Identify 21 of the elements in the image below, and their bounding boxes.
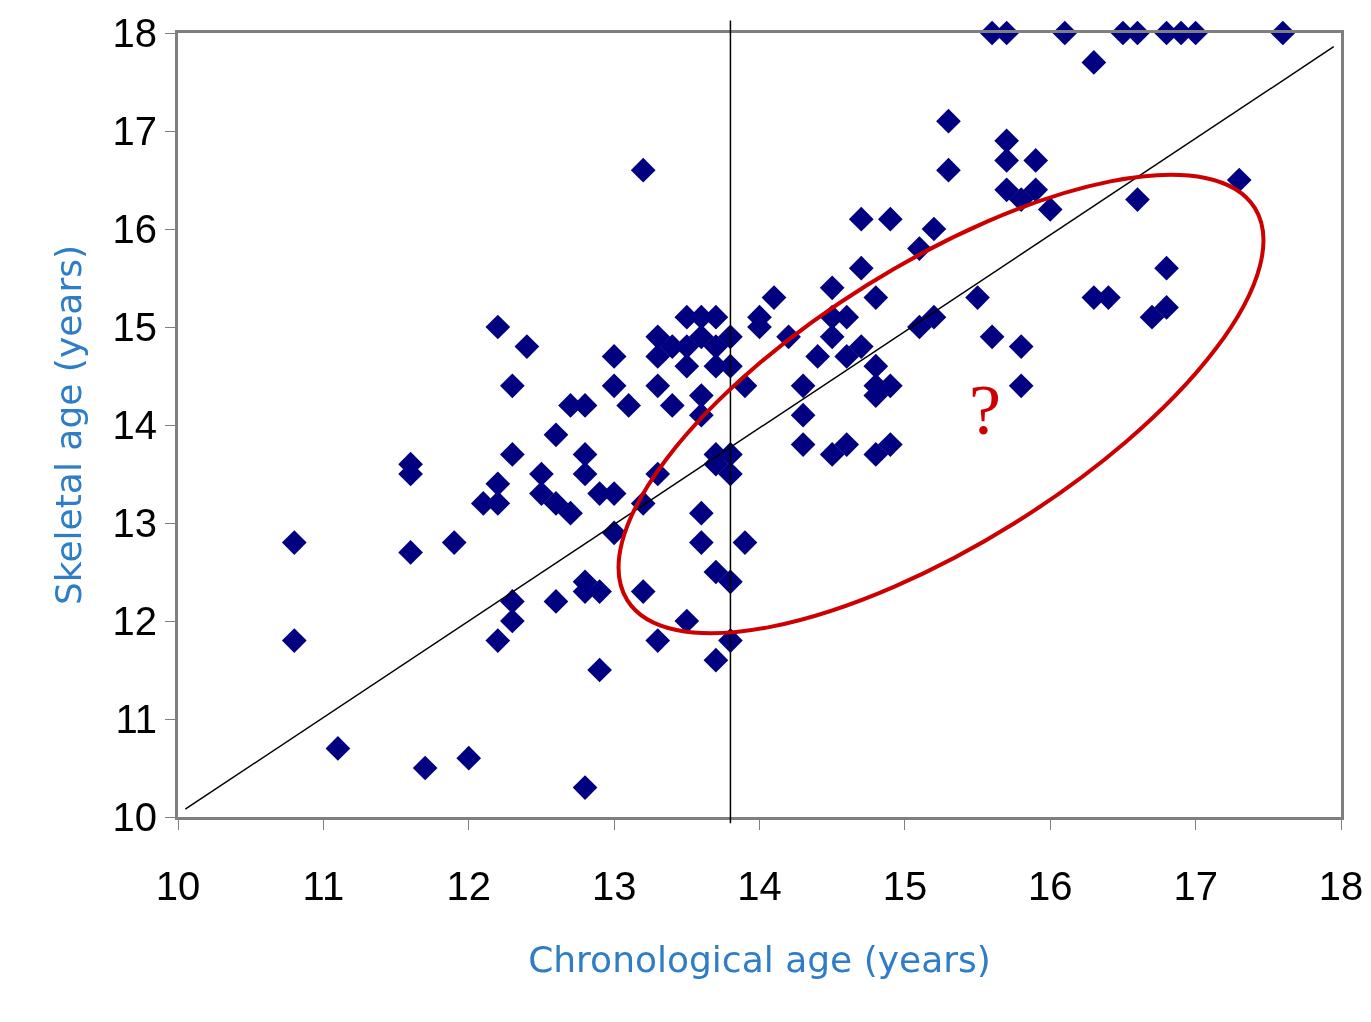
y-tick-label: 16 — [112, 207, 157, 251]
y-tick-label: 11 — [115, 697, 157, 741]
y-tick-label: 13 — [112, 501, 157, 545]
x-tick-label: 11 — [302, 864, 345, 908]
annotation: ? — [969, 370, 1001, 450]
y-tick-label: 10 — [112, 795, 157, 839]
y-tick-label: 14 — [112, 403, 157, 447]
y-tick-label: 17 — [112, 109, 157, 153]
x-tick-label: 16 — [1028, 864, 1073, 908]
x-axis-title: Chronological age (years) — [528, 938, 991, 980]
x-tick-label: 14 — [737, 864, 782, 908]
x-tick-label: 10 — [155, 864, 201, 908]
y-tick-label: 12 — [112, 599, 157, 643]
x-tick-label: 12 — [446, 864, 491, 908]
x-tick-label: 18 — [1318, 864, 1364, 908]
y-tick-label: 15 — [112, 305, 157, 349]
x-tick-label: 13 — [591, 864, 637, 908]
x-tick-label: 17 — [1173, 864, 1218, 908]
y-axis-title: Skeletal age (years) — [48, 245, 90, 605]
y-tick-label: 18 — [112, 11, 157, 55]
x-tick-label: 15 — [882, 864, 928, 908]
